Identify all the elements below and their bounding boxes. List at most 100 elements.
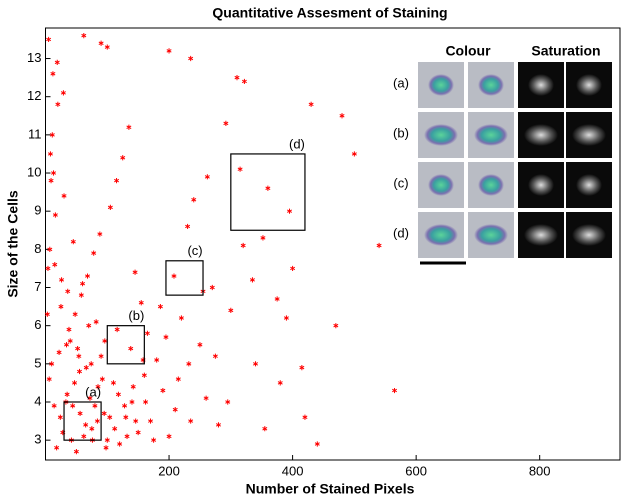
point: [97, 231, 103, 237]
y-tick-label: 11: [28, 126, 42, 141]
point: [122, 403, 128, 409]
point: [392, 387, 398, 394]
cell: [576, 74, 602, 96]
x-tick-label: 400: [282, 463, 304, 478]
point: [141, 372, 147, 378]
point: [49, 361, 55, 367]
point: [84, 273, 91, 279]
point: [209, 284, 215, 291]
point: [110, 380, 116, 386]
point: [63, 342, 70, 348]
x-axis-label: Number of Stained Pixels: [246, 481, 415, 497]
point: [47, 151, 53, 157]
point: [249, 277, 255, 283]
point: [52, 262, 58, 268]
point: [92, 403, 98, 409]
y-tick-label: 10: [27, 164, 41, 179]
point: [45, 265, 51, 272]
cell: [474, 124, 508, 146]
inset-column-label: Saturation: [531, 43, 600, 59]
point: [95, 384, 101, 390]
annotation-box: [63, 401, 102, 441]
point: [103, 445, 109, 451]
point: [114, 326, 120, 333]
chart-title: Quantitative Assesment of Staining: [212, 5, 447, 21]
y-tick-label: 13: [27, 50, 41, 65]
cell: [424, 124, 458, 146]
point: [223, 120, 229, 127]
point: [188, 55, 194, 62]
point: [290, 265, 296, 272]
point: [47, 246, 53, 252]
point: [225, 399, 231, 405]
point: [166, 48, 172, 54]
point: [54, 59, 60, 65]
point: [66, 326, 72, 333]
point: [212, 353, 218, 359]
point: [112, 426, 118, 432]
point: [339, 113, 345, 119]
point: [302, 414, 308, 420]
inset-row-label: (a): [393, 75, 409, 90]
point: [148, 418, 154, 424]
point: [128, 345, 134, 352]
point: [215, 422, 221, 428]
cell: [428, 174, 454, 196]
point: [83, 422, 89, 428]
x-tick-label: 800: [529, 463, 551, 478]
inset-row-label: (d): [393, 225, 409, 240]
point: [51, 170, 57, 176]
cell: [576, 174, 602, 196]
point: [203, 395, 209, 401]
point: [70, 403, 76, 409]
point: [204, 174, 210, 180]
point: [123, 414, 129, 420]
y-axis-label: Size of the Cells: [5, 190, 21, 298]
point: [59, 277, 65, 283]
y-tick-label: 9: [34, 203, 41, 218]
point: [154, 357, 160, 363]
point: [228, 307, 234, 314]
point: [240, 242, 246, 249]
point: [277, 380, 283, 386]
y-tick-label: 12: [27, 88, 41, 103]
y-tick-label: 8: [34, 241, 41, 256]
cell: [524, 124, 558, 146]
point: [65, 288, 71, 294]
annotation-box: [165, 260, 204, 296]
annotation-label: (b): [128, 308, 144, 323]
cell: [524, 224, 558, 246]
point: [186, 361, 192, 367]
point: [172, 407, 178, 413]
annotation-label: (a): [85, 384, 101, 399]
point: [64, 391, 70, 397]
point: [157, 303, 163, 310]
point: [143, 399, 149, 405]
point: [237, 166, 243, 172]
y-tick-label: 4: [34, 393, 41, 408]
point: [126, 124, 132, 130]
point: [87, 395, 93, 401]
point: [144, 330, 150, 336]
point: [73, 449, 79, 455]
point: [81, 433, 87, 439]
cell: [528, 174, 554, 196]
point: [132, 269, 138, 275]
point: [265, 185, 271, 191]
point: [171, 273, 177, 279]
x-tick-label: 600: [405, 463, 427, 478]
point: [333, 323, 339, 329]
annotation-label: (d): [289, 136, 305, 151]
cell: [572, 224, 606, 246]
point: [117, 441, 123, 447]
point: [101, 410, 107, 417]
inset-row-label: (c): [393, 175, 408, 190]
point: [308, 101, 314, 107]
point: [351, 151, 357, 157]
y-tick-label: 6: [34, 317, 41, 332]
point: [163, 334, 169, 340]
y-tick-label: 5: [34, 355, 41, 370]
cell: [478, 174, 504, 196]
point: [151, 437, 157, 443]
